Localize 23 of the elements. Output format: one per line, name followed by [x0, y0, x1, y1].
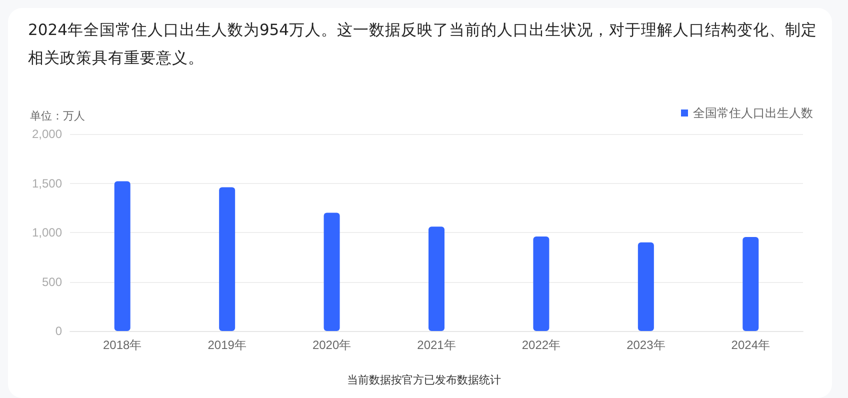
x-tick-label: 2021年	[417, 338, 456, 352]
y-tick-label: 500	[42, 274, 62, 289]
y-tick-label: 1,000	[32, 226, 62, 240]
y-tick-label: 2,000	[32, 127, 62, 141]
text: 当前数据按官方已发布数据统计	[347, 374, 501, 386]
y-axis-title: 单位：万人	[30, 110, 85, 122]
y-tick-label: 1,500	[32, 176, 62, 190]
bar	[114, 181, 130, 331]
x-tick-label: 2023年	[626, 338, 666, 352]
x-tick-label: 2022年	[522, 338, 561, 352]
bar	[638, 242, 654, 331]
y-tick-label: 0	[55, 324, 62, 338]
bar	[742, 237, 759, 331]
chart-title: 2024年全国常住人口出生人数为954万人。这一数据反映了当前的人口出生状况，对于理解人口结构变化、制定相关政策具有重要意义。	[28, 20, 818, 69]
x-tick-label: 2020年	[312, 338, 352, 352]
bar	[219, 187, 236, 331]
x-tick-label: 2024年	[731, 338, 770, 352]
x-tick-label: 2019年	[208, 338, 246, 352]
x-tick-label: 2018年	[103, 338, 142, 352]
bar	[324, 212, 340, 331]
bar	[533, 236, 550, 331]
bar	[428, 226, 444, 331]
legend-label: 全国常住人口出生人数	[693, 106, 813, 120]
